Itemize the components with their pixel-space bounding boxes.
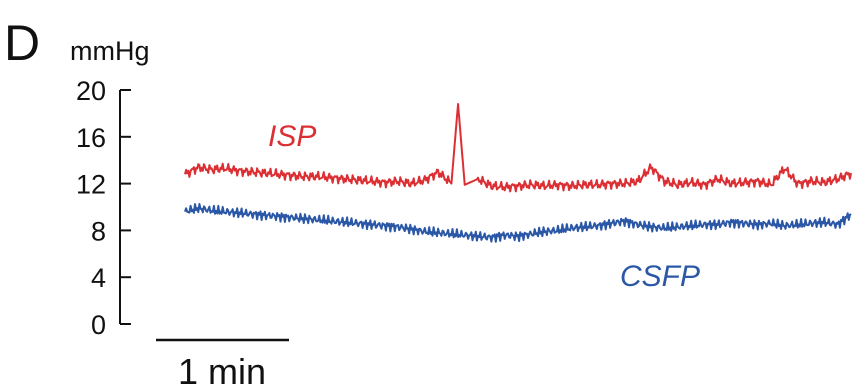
y-tick-label: 16 <box>76 123 106 153</box>
series-labels: ISP CSFP <box>268 120 700 293</box>
panel-label: D <box>4 15 40 71</box>
y-tick-label: 8 <box>91 216 106 246</box>
y-axis-ticks: 0 4 8 12 16 20 <box>76 76 131 340</box>
scale-bar-label: 1 min <box>178 351 266 392</box>
y-tick-label: 0 <box>91 310 106 340</box>
series-line-csfp <box>184 203 852 243</box>
y-tick-label: 20 <box>76 76 106 106</box>
y-axis-unit-label: mmHg <box>70 36 150 66</box>
series-line-isp <box>184 103 852 193</box>
series-layer <box>184 103 852 243</box>
series-label-isp: ISP <box>268 120 316 153</box>
y-tick-label: 4 <box>91 263 106 293</box>
y-tick-label: 12 <box>76 170 106 200</box>
series-label-csfp: CSFP <box>620 260 700 293</box>
